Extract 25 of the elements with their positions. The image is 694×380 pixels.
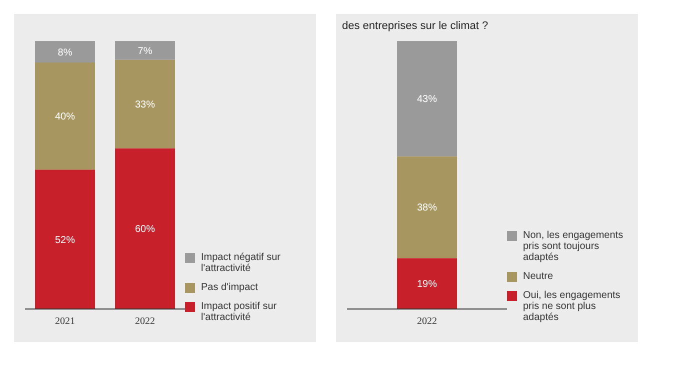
bar [115, 148, 175, 309]
legend-label: Impact positif sur l'attractivité [201, 301, 278, 323]
bar [35, 62, 95, 170]
data-label: 38% [416, 202, 438, 214]
data-label: 40% [54, 112, 76, 123]
legend-label: Pas d'impact [201, 282, 258, 293]
data-label: 43% [416, 94, 438, 106]
legend-label: Oui, les engagements pris ne sont plus adaptés [523, 290, 622, 323]
data-label: 7% [138, 46, 152, 57]
bar [115, 41, 175, 60]
x-tick-label: 2021 [55, 316, 75, 328]
chart-title: des entreprises sur le climat ? [342, 20, 490, 34]
legend-label: Neutre [523, 271, 554, 282]
data-label: 60% [134, 224, 156, 236]
x-tick-label: 2022 [135, 316, 155, 328]
legend-label: Impact négatif sur l'attractivité [201, 252, 282, 274]
x-tick-label: 2022 [417, 316, 437, 328]
data-label: 19% [416, 279, 438, 290]
bar [35, 170, 95, 309]
data-label: 52% [54, 234, 76, 246]
data-label: 33% [134, 100, 156, 111]
data-label: 8% [58, 47, 72, 58]
legend-label: Non, les engagements pris sont toujours adaptés [523, 230, 624, 263]
bar [35, 41, 95, 62]
bar [115, 60, 175, 148]
